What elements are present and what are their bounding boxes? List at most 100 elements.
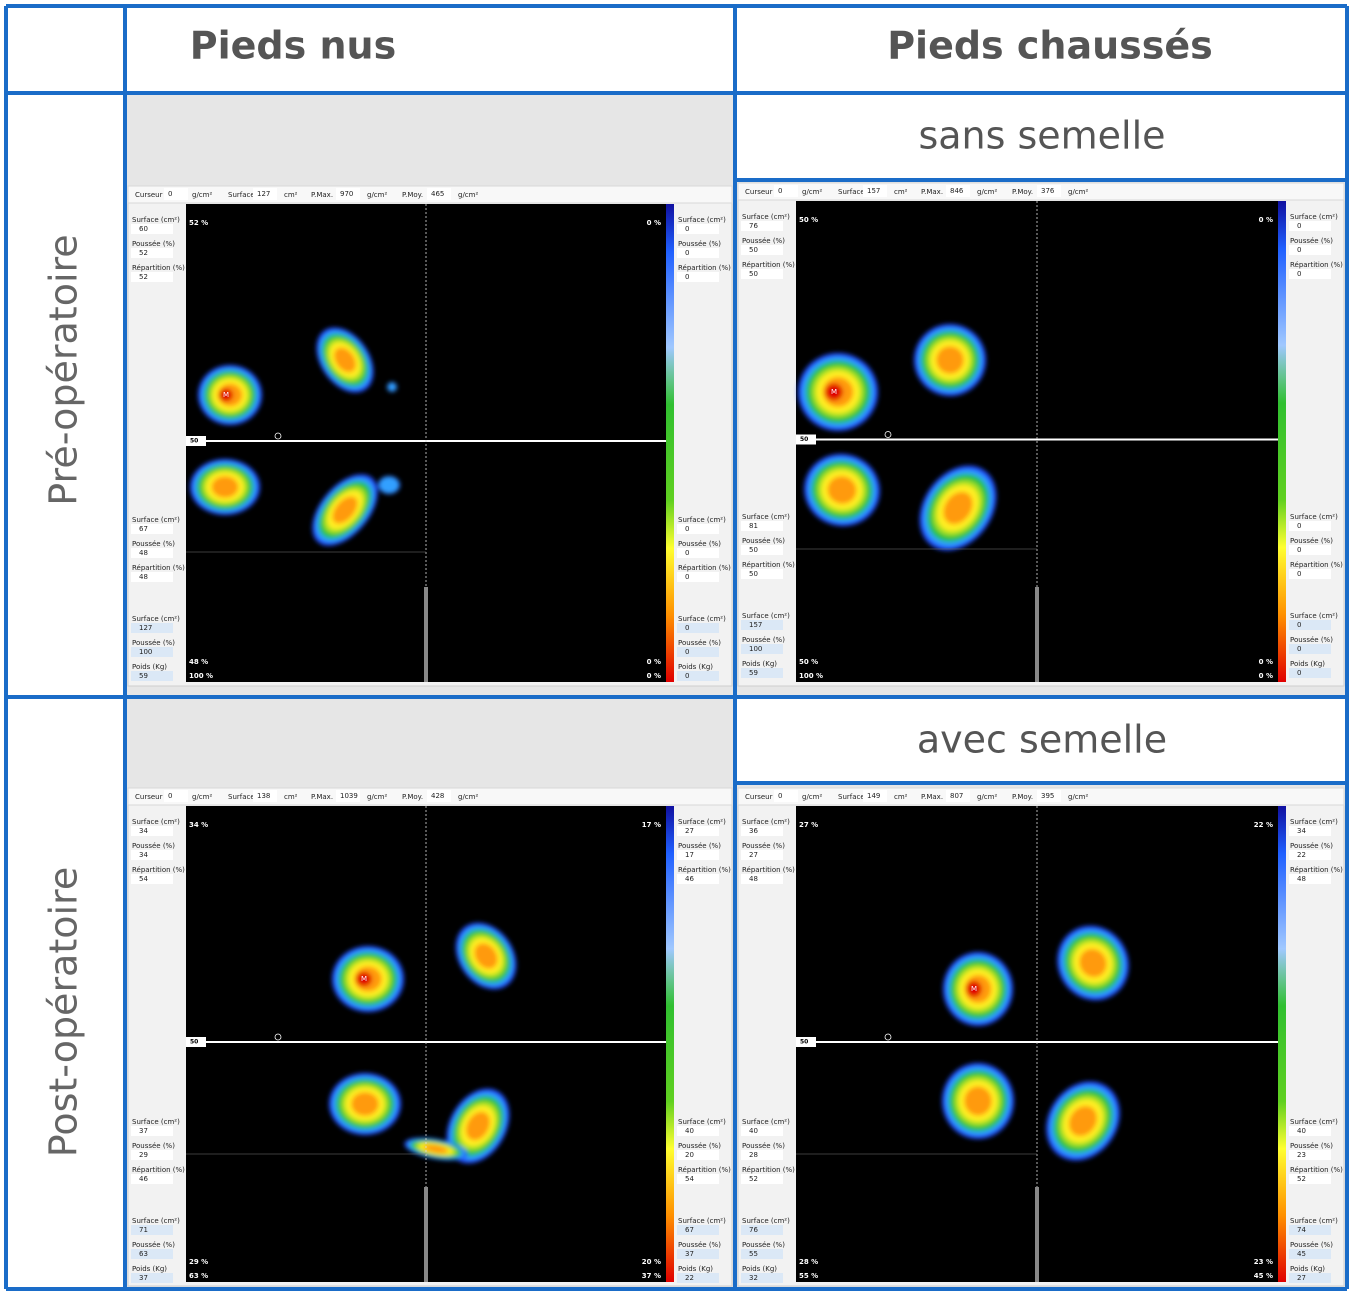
toolbar-label: P.Moy. [402,793,423,801]
field-box [131,572,173,582]
field-label: Poussée (%) [132,842,175,850]
field-label: Poussée (%) [1290,237,1333,245]
field-box [1289,874,1331,884]
field-box [741,521,783,531]
percent-label: 20 % [642,1258,661,1266]
toolbar-label: Surface [228,793,255,801]
toolbar-label: Curseur [135,191,163,199]
field-label: Surface (cm²) [1290,513,1338,521]
field-label: Poussée (%) [132,1142,175,1150]
field-label: Poussée (%) [742,1142,785,1150]
percent-label: 52 % [189,219,208,227]
field-value: 52 [1297,1175,1306,1183]
field-value: 37 [685,1250,694,1258]
sub-header: sans semelle [918,114,1165,158]
field-value: 100 [139,648,152,656]
toolbar-value: 0 [778,792,782,800]
field-label: Surface (cm²) [132,615,180,623]
field-box [131,1225,173,1235]
field-value: 28 [749,1151,758,1159]
field-value: 55 [749,1250,758,1258]
toolbar-label: P.Max. [921,793,943,801]
field-value: 29 [139,1151,148,1159]
toolbar-value: 1039 [340,792,358,800]
field-box [1289,269,1331,279]
toolbar-value: 127 [257,190,270,198]
field-box [131,272,173,282]
toolbar-label: g/cm² [367,793,387,801]
toolbar-label: g/cm² [977,793,997,801]
field-value: 0 [685,249,689,257]
field-label: Surface (cm²) [678,818,726,826]
percent-label: 100 % [189,672,213,680]
toolbar-value: 149 [867,792,880,800]
field-box [131,1126,173,1136]
field-label: Poussée (%) [678,540,721,548]
field-value: 0 [1297,222,1301,230]
field-value: 45 [1297,1250,1306,1258]
field-value: 34 [139,851,148,859]
field-value: 52 [139,249,148,257]
field-value: 17 [685,851,694,859]
field-box [677,224,719,234]
field-box [677,1273,719,1283]
field-box [677,671,719,681]
field-value: 48 [749,875,758,883]
field-label: Poussée (%) [132,639,175,647]
field-box [741,1174,783,1184]
field-value: 32 [749,1274,758,1282]
field-box [1289,1126,1331,1136]
field-value: 50 [749,246,758,254]
field-value: 127 [139,624,152,632]
field-value: 60 [139,225,148,233]
field-box [1289,668,1331,678]
field-value: 0 [1297,570,1301,578]
field-box [741,1273,783,1283]
field-value: 54 [139,875,148,883]
field-box [741,569,783,579]
toolbar-value: 465 [431,190,444,198]
field-label: Poids (Kg) [1290,1265,1325,1273]
field-box [1289,245,1331,255]
field-box [1289,644,1331,654]
field-value: 76 [749,222,758,230]
field-label: Surface (cm²) [132,1217,180,1225]
column-header: Pieds nus [190,24,396,68]
field-box [677,524,719,534]
field-label: Poids (Kg) [678,663,713,671]
percent-label: 0 % [647,219,661,227]
toolbar-label: g/cm² [802,793,822,801]
column-header: Pieds chaussés [887,24,1213,68]
field-box [1289,1249,1331,1259]
toolbar-label: g/cm² [192,793,212,801]
field-label: Poids (Kg) [132,663,167,671]
field-box [131,874,173,884]
toolbar-value: 376 [1041,187,1055,195]
toolbar-label: g/cm² [458,191,478,199]
field-value: 74 [1297,1226,1306,1234]
toolbar-value: 157 [867,187,880,195]
field-box [741,874,783,884]
toolbar-value: 970 [340,190,353,198]
field-value: 59 [749,669,758,677]
field-value: 52 [749,1175,758,1183]
field-label: Poussée (%) [742,842,785,850]
toolbar-label: g/cm² [458,793,478,801]
field-value: 50 [749,270,758,278]
page: { "header": {"col1": "Pieds nus", "col2"… [0,0,1352,1292]
sub-header: avec semelle [917,718,1167,762]
field-label: Surface (cm²) [678,1217,726,1225]
field-box [131,524,173,534]
field-label: Répartition (%) [678,1166,731,1174]
field-box [131,1150,173,1160]
field-box [131,548,173,558]
field-box [1289,1150,1331,1160]
toolbar-label: Curseur [745,793,773,801]
toolbar-label: g/cm² [802,188,822,196]
percent-label: 22 % [1254,821,1273,829]
field-value: 27 [685,827,694,835]
field-value: 0 [1297,246,1301,254]
toolbar-label: P.Moy. [1012,793,1033,801]
field-label: Répartition (%) [132,564,185,572]
field-value: 0 [685,573,689,581]
